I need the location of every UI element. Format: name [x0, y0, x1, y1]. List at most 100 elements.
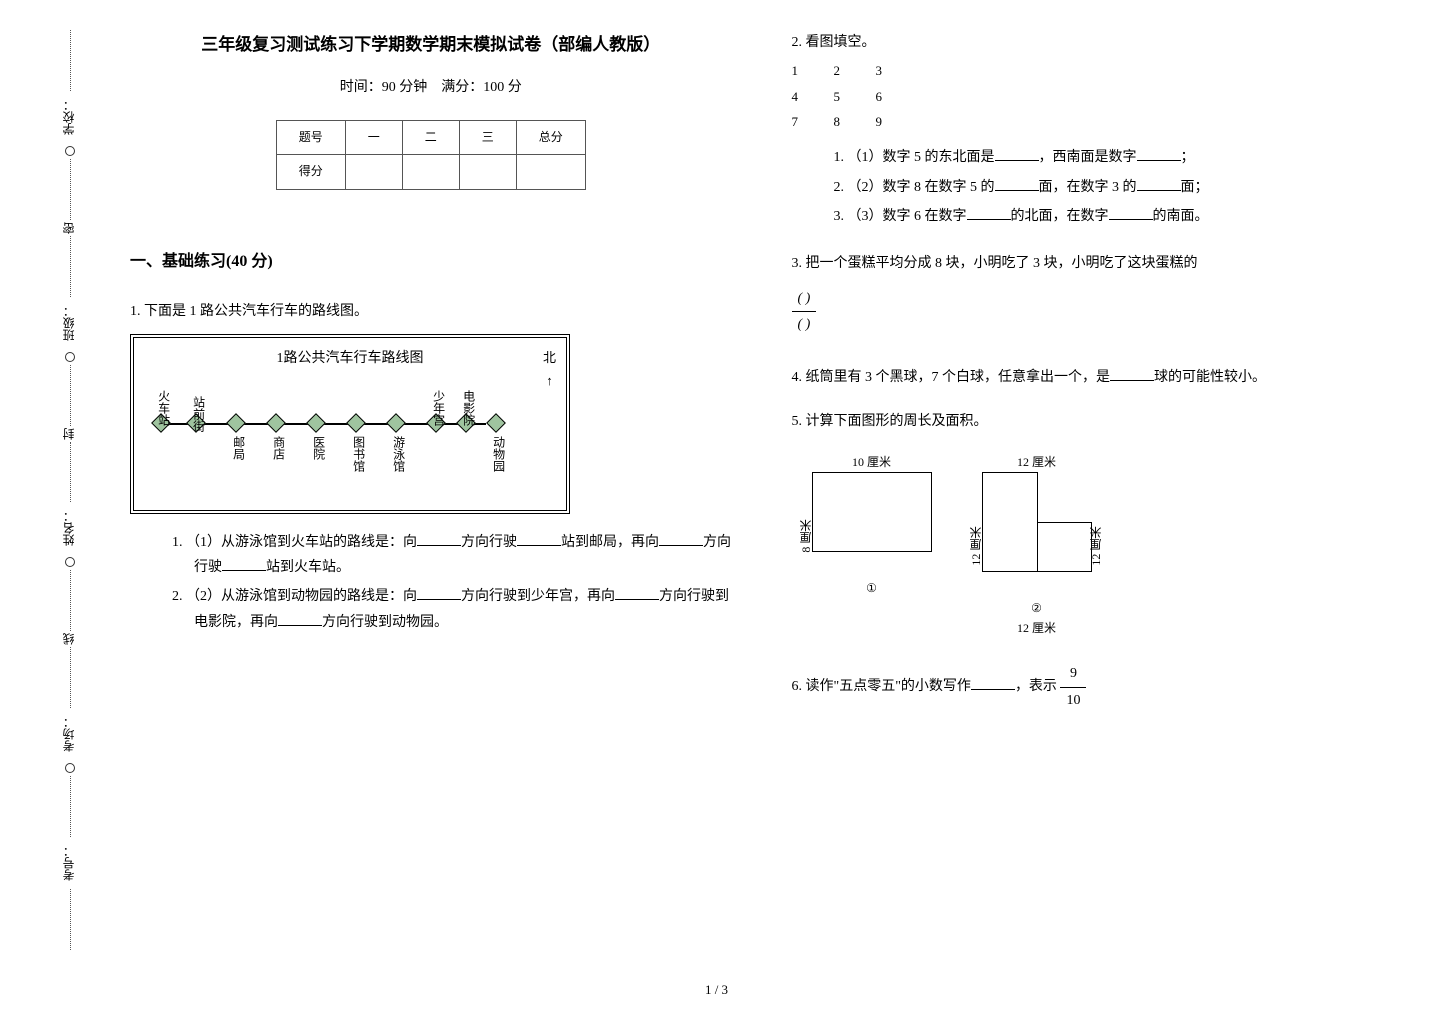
- blank-input[interactable]: [995, 177, 1039, 191]
- q1-sub1: 1. （1）从游泳馆到火车站的路线是：向方向行驶站到邮局，再向方向行驶站到火车站…: [172, 530, 732, 580]
- label-class: 班级：: [59, 305, 81, 341]
- shape-1: 10 厘米 8 厘米 ①: [812, 472, 932, 600]
- table-row: 题号 一 二 三 总分: [276, 120, 585, 155]
- dotted-seg: [70, 236, 71, 297]
- dotted-seg: [70, 365, 71, 426]
- stop-label: 游泳馆: [387, 436, 409, 472]
- grid-cell: 1: [792, 59, 820, 82]
- binding-column: 学校： 密 班级： 封 姓名： 线 考场： 考号：: [50, 30, 90, 950]
- shape-2: 12 厘米 12 厘米 12 厘米 12 厘米 ②: [982, 472, 1092, 620]
- question-3: 3. 把一个蛋糕平均分成 8 块，小明吃了 3 块，小明吃了这块蛋糕的 ( ) …: [792, 251, 1394, 348]
- q2-sub2: 2. （2）数字 8 在数字 5 的面，在数字 3 的面；: [834, 175, 1394, 200]
- cell: [345, 155, 402, 190]
- stop-label: 图书馆: [347, 436, 369, 472]
- full-text: 满分：100 分: [441, 80, 522, 95]
- label-room: 考场：: [59, 716, 81, 752]
- cell: 二: [402, 120, 459, 155]
- dotted-seg: [70, 570, 71, 631]
- stop-marker: [486, 413, 506, 433]
- blank-input[interactable]: [1137, 177, 1181, 191]
- text: 1. （1）从游泳馆到火车站的路线是：向: [172, 535, 417, 550]
- question-4: 4. 纸筒里有 3 个黑球，7 个白球，任意拿出一个，是球的可能性较小。: [792, 365, 1394, 390]
- text: ；: [1181, 150, 1195, 165]
- q5-stem: 5. 计算下面图形的周长及面积。: [792, 409, 1394, 434]
- blank-input[interactable]: [278, 612, 322, 626]
- number-grid: 1 2 3 4 5 6 7 8 9: [792, 59, 1394, 133]
- time-text: 时间：90 分钟: [340, 80, 428, 95]
- cell: [459, 155, 516, 190]
- frac-den: ( ): [792, 312, 817, 337]
- text: 2. （2）从游泳馆到动物园的路线是：向: [172, 589, 417, 604]
- question-6: 6. 读作"五点零五"的小数写作，表示 9 10: [792, 651, 1394, 722]
- grid-cell: 6: [876, 85, 904, 108]
- grid-cell: 5: [834, 85, 862, 108]
- rectangle: [812, 472, 932, 552]
- route-title: 1路公共汽车行车路线图: [142, 346, 558, 371]
- text: 方向行驶到动物园。: [322, 615, 448, 630]
- stop-label: 邮局: [227, 436, 249, 460]
- grid-cell: 7: [792, 110, 820, 133]
- shape-label: ②: [982, 598, 1092, 620]
- route-diagram: 1路公共汽车行车路线图 北↑ 火车站 站前街 邮局: [130, 334, 570, 514]
- left-column: 三年级复习测试练习下学期数学期末模拟试卷（部编人教版） 时间：90 分钟 满分：…: [130, 30, 732, 971]
- grid-cell: 4: [792, 85, 820, 108]
- blank-input[interactable]: [659, 532, 703, 546]
- blank-input[interactable]: [615, 586, 659, 600]
- grid-cell: 9: [876, 110, 904, 133]
- text: 球的可能性较小。: [1154, 370, 1266, 385]
- stop-label: 动物园: [487, 436, 509, 472]
- l-part: [1037, 522, 1092, 572]
- l-part: [982, 472, 1037, 572]
- circle-icon: [65, 763, 75, 773]
- blank-input[interactable]: [517, 532, 561, 546]
- circle-icon: [65, 146, 75, 156]
- section-title: 一、基础练习(40 分): [130, 248, 732, 277]
- q1-stem: 1. 下面是 1 路公共汽车行车的路线图。: [130, 299, 732, 324]
- fraction-blank[interactable]: ( ) ( ): [792, 286, 817, 337]
- dim-left: 8 厘米: [796, 472, 818, 600]
- cell: [402, 155, 459, 190]
- cell: 得分: [276, 155, 345, 190]
- text: 面；: [1181, 180, 1209, 195]
- dim-top: 12 厘米: [982, 452, 1092, 474]
- blank-input[interactable]: [222, 557, 266, 571]
- dotted-seg: [70, 30, 71, 91]
- seal-char: 密: [59, 222, 81, 234]
- blank-input[interactable]: [417, 532, 461, 546]
- label-school: 学校：: [59, 99, 81, 135]
- text: 站到邮局，再向: [561, 535, 659, 550]
- blank-input[interactable]: [1137, 147, 1181, 161]
- stop-marker: [386, 413, 406, 433]
- fraction: 9 10: [1060, 661, 1086, 712]
- q3-stem: 3. 把一个蛋糕平均分成 8 块，小明吃了 3 块，小明吃了这块蛋糕的: [792, 251, 1394, 276]
- dotted-seg: [70, 442, 71, 503]
- score-table: 题号 一 二 三 总分 得分: [276, 120, 586, 190]
- q2-sub3: 3. （3）数字 6 在数字的北面，在数字的南面。: [834, 204, 1394, 229]
- q2-sub1: 1. （1）数字 5 的东北面是，西南面是数字；: [834, 145, 1394, 170]
- dotted-seg: [70, 647, 71, 708]
- text: 3. （3）数字 6 在数字: [834, 209, 967, 224]
- question-1: 1. 下面是 1 路公共汽车行车的路线图。 1路公共汽车行车路线图 北↑: [130, 299, 732, 639]
- north-label: 北: [543, 350, 556, 365]
- blank-input[interactable]: [417, 586, 461, 600]
- grid-cell: 8: [834, 110, 862, 133]
- page-footer: 1 / 3: [0, 978, 1433, 1001]
- stop-label: 电影院: [457, 390, 479, 426]
- q2-stem: 2. 看图填空。: [792, 30, 1394, 55]
- circle-icon: [65, 352, 75, 362]
- question-5: 5. 计算下面图形的周长及面积。 10 厘米 8 厘米 ① 12 厘米 12 厘…: [792, 409, 1394, 634]
- blank-input[interactable]: [1110, 367, 1154, 381]
- blank-input[interactable]: [971, 676, 1015, 690]
- grid-cell: 3: [876, 59, 904, 82]
- stop-label: 站前街: [187, 396, 209, 432]
- blank-input[interactable]: [1109, 206, 1153, 220]
- cell: [516, 155, 585, 190]
- stop-label: 火车站: [152, 390, 174, 426]
- dotted-seg: [70, 889, 71, 950]
- stop-marker: [346, 413, 366, 433]
- shapes-row: 10 厘米 8 厘米 ① 12 厘米 12 厘米 12 厘米 12 厘米 ②: [792, 448, 1394, 620]
- stop-marker: [226, 413, 246, 433]
- seal-char: 封: [59, 428, 81, 440]
- blank-input[interactable]: [995, 147, 1039, 161]
- blank-input[interactable]: [967, 206, 1011, 220]
